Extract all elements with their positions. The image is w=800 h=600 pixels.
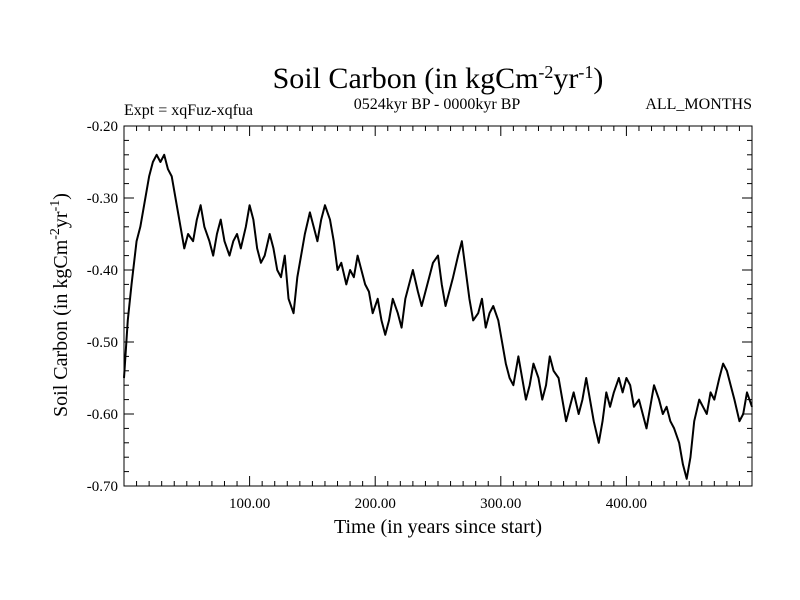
series-line [123,153,753,480]
y-tick-label: -0.60 [87,407,118,423]
x-axis-label: Time (in years since start) [334,516,542,538]
x-tick-label: 200.00 [355,496,396,512]
x-tick-label: 100.00 [229,496,270,512]
plot-frame [123,125,753,487]
y-axis: -0.20 -0.30 -0.40 -0.50 -0.60 -0.70 [87,119,752,495]
chart-title: Soil Carbon (in kgCm-2yr-1) [273,62,604,95]
time-range-label: 0524kyr BP - 0000kyr BP [354,96,521,113]
experiment-label: Expt = xqFuz-xqfua [124,102,253,119]
months-label: ALL_MONTHS [645,96,752,113]
y-tick-label: -0.40 [87,263,118,279]
x-axis: 100.00 200.00 300.00 400.00 [136,126,740,512]
x-tick-label: 300.00 [480,496,521,512]
y-tick-label: -0.30 [87,191,118,207]
y-tick-label: -0.50 [87,335,118,351]
y-tick-label: -0.70 [87,479,118,495]
y-axis-label: Soil Carbon (in kgCm-2yr-1) [48,193,72,417]
y-tick-label: -0.20 [87,119,118,135]
x-tick-label: 400.00 [606,496,647,512]
